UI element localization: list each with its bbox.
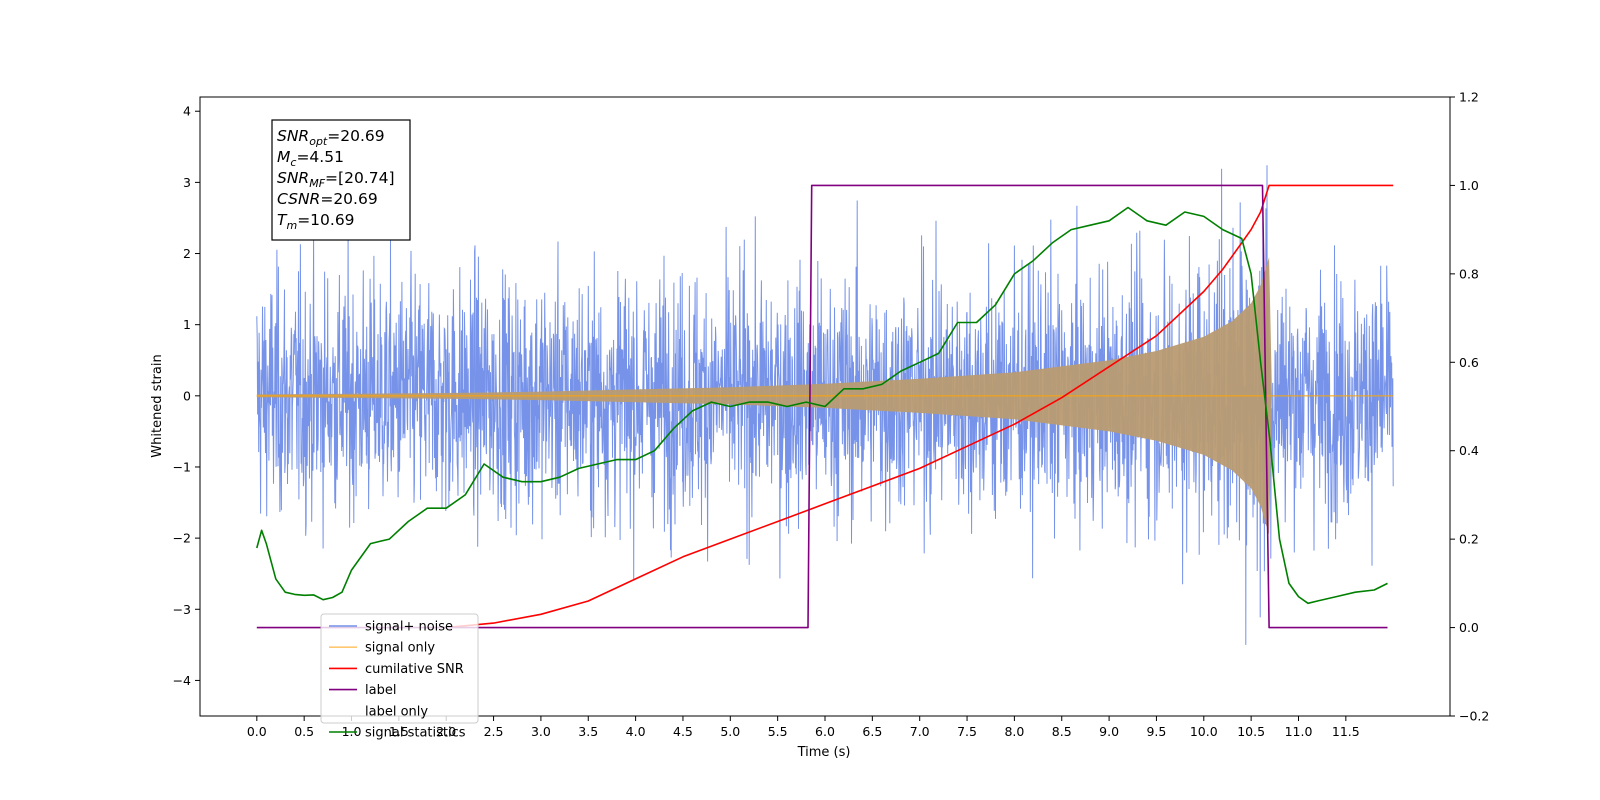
y-tick-label: −1 [173,459,191,474]
x-tick-label: 3.5 [578,724,598,739]
x-tick-label: 3.0 [531,724,551,739]
stats-value: =10.69 [297,211,354,229]
plot-area [256,165,1394,645]
x-tick-label: 4.5 [673,724,693,739]
stats-subscript: c [290,156,296,169]
stats-line: SNRopt=20.69 [277,127,385,148]
y-tick-label: 3 [183,175,191,190]
x-tick-label: 11.0 [1285,724,1313,739]
x-tick-label: 6.0 [815,724,835,739]
x-tick-label: 10.0 [1190,724,1218,739]
y-tick-label: 0 [183,388,191,403]
y-tick-label: −3 [173,602,191,617]
x-tick-label: 2.0 [436,724,456,739]
x-tick-label: 10.5 [1237,724,1265,739]
y-axis-right: 1.2 1.0 0.8 0.6 0.4 0.2 0.0 −0.2 [1450,90,1489,724]
stats-value: =20.69 [327,127,384,145]
x-tick-label: 0.5 [294,724,314,739]
legend-frame [320,613,479,724]
y-tick-label: −2 [173,531,191,546]
x-tick-label: 9.5 [1146,724,1166,739]
x-tick-label: 7.5 [957,724,977,739]
y-right-tick-label: 1.2 [1459,90,1479,105]
stats-value: =4.51 [296,148,344,166]
y-axis-left: 4 3 2 1 0 −1 −2 −3 −4 [173,104,200,688]
stats-symbol: CSNR [277,190,320,208]
x-tick-label: 5.5 [768,724,788,739]
y-right-tick-label: 0.8 [1459,266,1479,281]
x-axis-title: Time (s) [797,745,851,760]
y-tick-label: −4 [173,673,191,688]
y-right-tick-label: 1.0 [1459,178,1479,193]
y-right-tick-label: 0.4 [1459,443,1479,458]
x-tick-label: 5.0 [720,724,740,739]
stats-symbol: SNR [277,127,309,145]
legend-label: signal statistics [365,726,466,741]
stats-value: =[20.74] [325,169,394,187]
y-tick-label: 4 [183,104,191,119]
y-tick-label: 2 [183,246,191,261]
stats-symbol: T [277,211,288,229]
stats-value: =20.69 [320,190,377,208]
y-right-tick-label: 0.0 [1459,620,1479,635]
y-right-tick-label: 0.6 [1459,355,1479,370]
y-axis-title: Whitened strain [150,354,165,457]
x-tick-label: 2.5 [484,724,504,739]
x-tick-label: 8.0 [1004,724,1024,739]
x-tick-label: 0.0 [247,724,267,739]
legend-label: label only [365,704,428,719]
y-tick-label: 1 [183,317,191,332]
stats-line: Tm=10.69 [277,211,355,232]
y-right-tick-label: −0.2 [1459,709,1489,724]
series-label [256,184,1388,629]
legend-label: signal only [365,641,435,656]
series-signal-statistics [256,206,1388,605]
stats-line: SNRMF=[20.74] [277,169,395,190]
legend: signal+ noise signal only cumilative SNR la… [320,613,479,741]
legend-label: signal+ noise [365,620,453,635]
legend-label: cumilative SNR [365,662,464,677]
series-cumulative-snr [446,184,1394,629]
stats-subscript: MF [309,177,325,190]
x-tick-label: 6.5 [862,724,882,739]
x-tick-label: 4.0 [626,724,646,739]
y-right-tick-label: 0.2 [1459,532,1479,547]
x-tick-label: 11.5 [1332,724,1360,739]
x-tick-label: 9.0 [1099,724,1119,739]
stats-symbol: SNR [277,169,309,187]
stats-line: Mc=4.51 [277,148,344,169]
stats-symbol: M [277,148,290,166]
x-tick-label: 7.0 [910,724,930,739]
stats-line: CSNR=20.69 [277,190,378,208]
x-axis: 0.0 0.5 1.0 1.5 2.0 2.5 3.0 3.5 4.0 4.5 5.0 5.5 6.0 6… [247,716,1360,739]
stats-subscript: m [286,219,297,232]
stats-annotation-box: SNRopt=20.69Mc=4.51SNRMF=[20.74]CSNR=20.… [271,119,411,241]
x-tick-label: 8.5 [1052,724,1072,739]
legend-label: label [365,683,396,698]
stats-subscript: opt [309,135,328,148]
stats-box-frame [271,119,411,241]
x-tick-label: 1.5 [389,724,409,739]
